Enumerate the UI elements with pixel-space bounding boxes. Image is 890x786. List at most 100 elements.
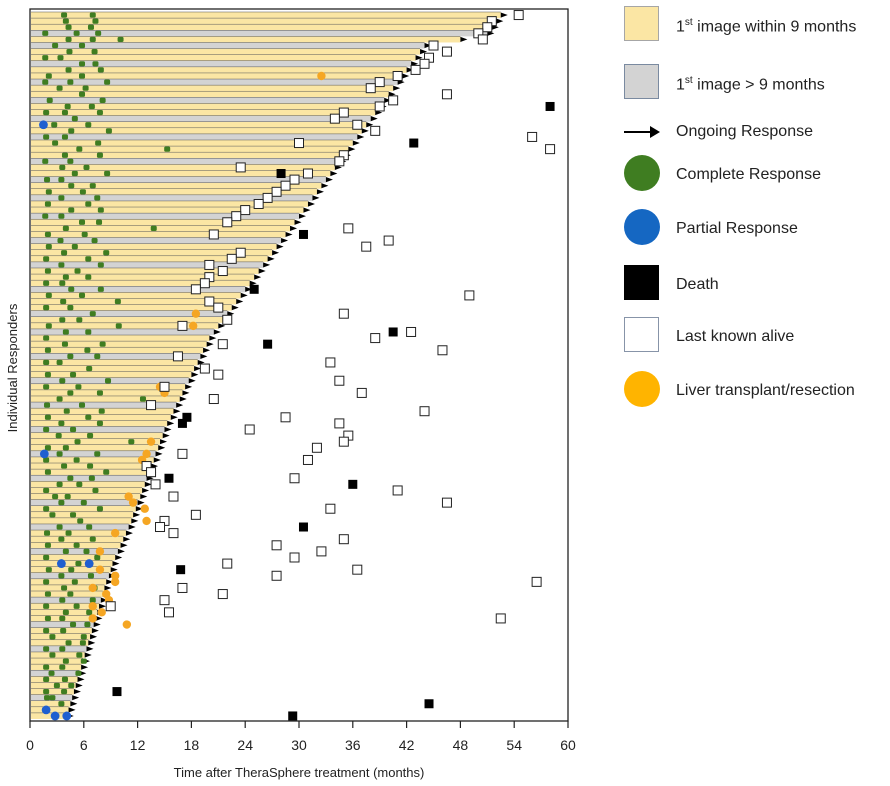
- ongoing-arrow: [100, 597, 108, 603]
- alive-marker: [370, 333, 381, 344]
- complete-response-marker: [104, 79, 111, 85]
- complete-response-marker: [87, 463, 94, 469]
- complete-response-marker: [96, 219, 103, 225]
- alive-marker: [199, 363, 210, 374]
- alive-marker: [271, 540, 282, 551]
- bar: [31, 560, 113, 567]
- complete-response-marker: [43, 646, 50, 652]
- ongoing-arrow: [160, 439, 168, 445]
- complete-response-marker: [44, 201, 51, 207]
- alive-marker: [159, 381, 170, 392]
- alive-marker: [213, 302, 224, 313]
- ongoing-arrow: [402, 73, 410, 79]
- complete-response-marker: [62, 274, 69, 280]
- complete-response-marker: [61, 109, 68, 116]
- complete-response-marker: [45, 189, 52, 195]
- bar: [31, 651, 85, 659]
- complete-response-marker: [59, 664, 66, 670]
- complete-response-marker: [61, 463, 68, 469]
- response-bars: [31, 11, 501, 719]
- complete-response-marker: [59, 646, 66, 652]
- alive-marker: [289, 552, 300, 563]
- alive-marker: [271, 186, 282, 197]
- bar: [31, 645, 87, 652]
- alive-marker: [177, 320, 188, 331]
- ongoing-arrow: [357, 134, 365, 140]
- ongoing-arrow: [104, 585, 112, 591]
- ongoing-arrow: [267, 256, 275, 262]
- complete-response-marker: [67, 158, 74, 164]
- bar: [31, 432, 163, 439]
- complete-response-marker: [89, 12, 96, 18]
- alive-marker: [302, 168, 313, 179]
- bar: [31, 322, 219, 329]
- alive-marker: [392, 485, 403, 496]
- ongoing-arrow: [86, 646, 94, 652]
- bar: [31, 633, 91, 640]
- alive-marker: [231, 211, 242, 222]
- complete-response-marker: [52, 42, 59, 49]
- alive-marker: [361, 241, 372, 252]
- bar: [31, 267, 259, 275]
- complete-response-marker: [76, 317, 83, 323]
- complete-response-marker: [56, 451, 63, 457]
- complete-response-marker: [56, 359, 63, 366]
- bar: [31, 194, 313, 201]
- complete-response-marker: [56, 524, 63, 530]
- complete-response-marker: [86, 365, 93, 372]
- ongoing-arrow: [73, 688, 81, 695]
- complete-response-marker: [43, 457, 50, 463]
- alive-marker: [146, 400, 157, 411]
- bar: [31, 341, 207, 348]
- legend-item-complete: Complete Response: [624, 155, 890, 195]
- complete-response-marker: [83, 164, 90, 171]
- alive-marker: [441, 497, 452, 508]
- ongoing-arrow: [128, 524, 136, 530]
- complete-response-marker: [59, 378, 66, 384]
- transplant-marker: [142, 449, 151, 459]
- x-tick-label: 48: [453, 737, 469, 753]
- bar: [31, 402, 177, 409]
- complete-response-marker: [44, 268, 51, 274]
- complete-response-marker: [43, 280, 50, 286]
- legend-item-death: Death: [624, 265, 890, 305]
- complete-response-marker: [62, 18, 69, 24]
- complete-response-marker: [115, 323, 122, 329]
- alive-marker: [190, 509, 201, 520]
- ongoing-arrow: [348, 146, 356, 152]
- complete-response-marker: [91, 237, 98, 244]
- ongoing-arrow: [330, 170, 338, 177]
- complete-response-marker: [87, 432, 94, 439]
- alive-marker: [316, 546, 327, 557]
- death-marker: [249, 284, 259, 294]
- death-marker: [545, 101, 555, 111]
- complete-response-marker: [71, 170, 78, 177]
- ongoing-arrow: [307, 201, 315, 207]
- complete-response-marker: [77, 518, 84, 524]
- alive-marker: [383, 235, 394, 246]
- x-tick-label: 0: [26, 737, 34, 753]
- complete-response-marker: [87, 573, 94, 579]
- transplant-marker: [188, 321, 198, 331]
- x-tick-label: 6: [80, 737, 88, 753]
- ongoing-arrow: [179, 396, 187, 402]
- bar: [31, 115, 371, 122]
- complete-response-marker: [43, 664, 50, 670]
- bar: [31, 670, 80, 677]
- bar: [31, 79, 398, 86]
- complete-response-marker: [44, 591, 51, 597]
- alive-marker: [338, 107, 349, 118]
- bar: [31, 316, 223, 323]
- bar: [31, 505, 136, 512]
- complete-response-marker: [58, 195, 65, 201]
- alive-marker: [482, 22, 493, 33]
- complete-response-marker: [89, 597, 96, 603]
- alive-marker: [150, 479, 161, 490]
- x-tick-label: 12: [130, 737, 146, 753]
- alive-marker: [477, 34, 488, 45]
- complete-response-marker: [94, 554, 101, 561]
- alive-marker: [419, 58, 430, 69]
- ongoing-arrow: [106, 579, 114, 585]
- complete-response-marker: [95, 30, 102, 36]
- arrow-head-icon: [650, 126, 660, 138]
